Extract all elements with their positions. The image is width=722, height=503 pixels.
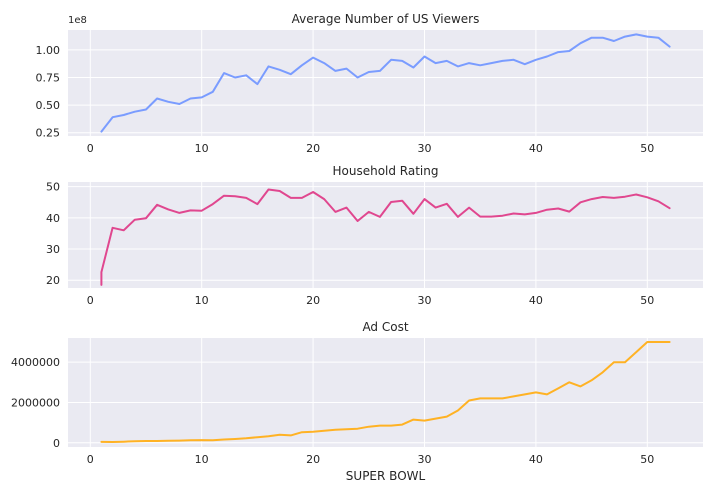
y-tick-label: 0.25 [36,127,61,140]
plot-area [68,182,703,288]
x-tick-label: 20 [306,453,320,466]
x-tick-label: 10 [195,294,209,307]
x-tick-label: 0 [87,294,94,307]
x-tick-label: 50 [640,453,654,466]
y-tick-label: 0.75 [36,71,61,84]
y-tick-label: 0 [53,437,60,450]
series-line [100,341,671,443]
y-tick-label: 1.00 [36,44,61,57]
plot-area [68,30,703,136]
x-tick-label: 30 [417,294,431,307]
series-line [100,33,671,133]
chart-title: Ad Cost [362,320,408,334]
x-tick-label: 0 [87,453,94,466]
y-offset-label: 1e8 [68,15,87,26]
x-tick-label: 20 [306,142,320,155]
x-axis-label: SUPER BOWL [346,469,426,483]
plot-area [68,338,703,447]
y-tick-label: 40 [46,212,60,225]
x-tick-label: 40 [529,294,543,307]
x-tick-label: 20 [306,294,320,307]
y-tick-label: 4000000 [11,356,60,369]
y-tick-label: 50 [46,181,60,194]
x-tick-label: 30 [417,453,431,466]
chart-title: Average Number of US Viewers [292,12,480,26]
chart-rating: Household Rating 0 10 20 30 40 50 20 30 40 50 [46,164,703,307]
chart-viewers: Average Number of US Viewers 0 10 20 30 40 50… [36,12,703,155]
y-tick-label: 20 [46,274,60,287]
x-tick-label: 30 [417,142,431,155]
x-tick-label: 40 [529,453,543,466]
x-tick-label: 0 [87,142,94,155]
x-tick-label: 40 [529,142,543,155]
chart-ad-cost: Ad Cost 0 10 20 30 40 50 0 2000000 4000000 [11,320,703,466]
x-tick-label: 50 [640,142,654,155]
y-tick-label: 2000000 [11,396,60,409]
y-tick-label: 30 [46,243,60,256]
chart-title: Household Rating [332,164,438,178]
y-tick-label: 0.50 [36,99,61,112]
x-tick-label: 10 [195,453,209,466]
x-tick-label: 50 [640,294,654,307]
series-line [100,188,671,286]
x-tick-label: 10 [195,142,209,155]
